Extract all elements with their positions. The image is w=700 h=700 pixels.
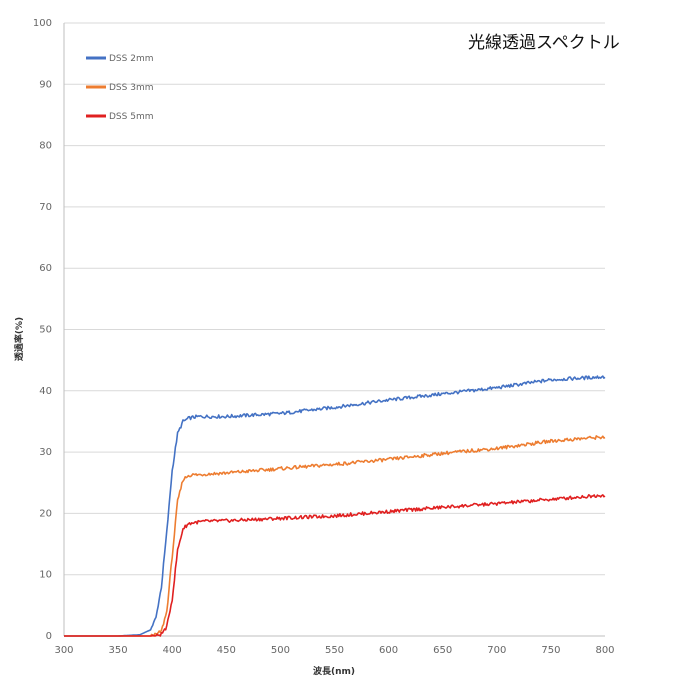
x-tick-label: 700 — [487, 645, 506, 656]
y-tick-label: 30 — [39, 447, 52, 458]
legend-label: DSS 3mm — [109, 83, 153, 93]
x-tick-label: 450 — [217, 645, 236, 656]
legend: DSS 2mm DSS 3mm DSS 5mm — [86, 54, 153, 122]
x-tick-label: 350 — [109, 645, 128, 656]
y-tick-label: 70 — [39, 202, 52, 213]
series-line-1 — [64, 375, 606, 637]
y-tick-label: 90 — [39, 79, 52, 90]
x-tick-label: 600 — [379, 645, 398, 656]
x-tick-label: 800 — [595, 645, 614, 656]
x-tick-label: 650 — [433, 645, 452, 656]
y-tick-label: 20 — [39, 508, 52, 519]
y-tick-label: 40 — [39, 386, 52, 397]
y-axis-title: 透過率(%) — [13, 317, 25, 361]
x-tick-label: 400 — [163, 645, 182, 656]
y-tick-label: 10 — [39, 570, 52, 581]
y-tick-label: 50 — [39, 325, 52, 336]
x-tick-label: 300 — [54, 645, 73, 656]
chart-title: 光線透過スペクトル — [468, 33, 620, 53]
legend-label: DSS 2mm — [109, 54, 153, 64]
series-line-2 — [64, 435, 606, 637]
x-axis-title: 波長(nm) — [313, 665, 355, 677]
tick-labels: 0 10 20 30 40 50 60 70 80 90 100 300 350 400 450 500 550… — [33, 18, 615, 656]
y-tick-label: 60 — [39, 263, 52, 274]
x-tick-label: 500 — [271, 645, 290, 656]
grid-lines — [64, 22, 605, 576]
y-tick-label: 80 — [39, 141, 52, 152]
series-lines — [64, 375, 606, 637]
y-tick-label: 100 — [33, 18, 52, 29]
legend-label: DSS 5mm — [109, 112, 153, 122]
x-tick-label: 750 — [541, 645, 560, 656]
x-tick-label: 550 — [325, 645, 344, 656]
y-tick-label: 0 — [46, 631, 52, 642]
series-line-3 — [64, 493, 606, 637]
